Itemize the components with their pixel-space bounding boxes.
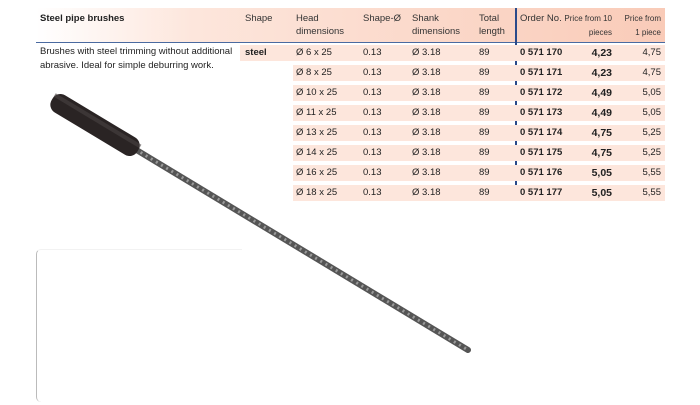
table-row (293, 145, 665, 161)
cell-shape-dia: 0.13 (363, 167, 382, 178)
cell-shank: Ø 3.18 (412, 147, 441, 158)
cell-shank: Ø 3.18 (412, 47, 441, 58)
cell-total: 89 (479, 187, 490, 198)
cell-price1: 5,55 (642, 187, 662, 198)
cell-order: 0 571 175 (520, 147, 563, 158)
cell-head: Ø 14 x 25 (296, 147, 338, 158)
cell-price10: 4,75 (591, 147, 612, 159)
cell-shank: Ø 3.18 (412, 107, 441, 118)
cell-shape-dia: 0.13 (363, 127, 382, 138)
cell-price10: 5,05 (591, 187, 612, 199)
cell-head: Ø 8 x 25 (296, 67, 332, 78)
table-row (293, 185, 665, 201)
cell-shank: Ø 3.18 (412, 67, 441, 78)
cell-price10: 4,23 (591, 67, 612, 79)
cell-price10: 4,49 (591, 107, 612, 119)
cell-total: 89 (479, 47, 490, 58)
cell-total: 89 (479, 87, 490, 98)
header-price1: Price from 1 piece (624, 14, 661, 37)
cell-head: Ø 16 x 25 (296, 167, 338, 178)
cell-shank: Ø 3.18 (412, 127, 441, 138)
table-row (293, 85, 665, 101)
header-order: Order No. (520, 13, 562, 24)
cell-order: 0 571 171 (520, 67, 563, 78)
description: Brushes with steel trimming without addi… (40, 46, 233, 71)
shape-value: steel (245, 47, 267, 58)
header-shank: Shank dimensions (412, 13, 461, 37)
cell-head: Ø 11 x 25 (296, 107, 337, 118)
header-shape-dia: Shape-Ø (363, 13, 402, 24)
cell-price10: 5,05 (591, 167, 612, 179)
cell-head: Ø 13 x 25 (296, 127, 338, 138)
cell-order: 0 571 177 (520, 187, 563, 198)
table-header: Steel pipe brushes Shape Head dimensions… (36, 8, 665, 43)
table-row (293, 125, 665, 141)
cell-total: 89 (479, 127, 490, 138)
cell-shape-dia: 0.13 (363, 87, 382, 98)
cell-order: 0 571 170 (520, 47, 563, 58)
header-shape: Shape (245, 13, 273, 24)
cell-shank: Ø 3.18 (412, 87, 441, 98)
empty-panel (36, 249, 242, 402)
cell-shank: Ø 3.18 (412, 187, 441, 198)
cell-price10: 4,49 (591, 87, 612, 99)
cell-shank: Ø 3.18 (412, 167, 441, 178)
cell-shape-dia: 0.13 (363, 187, 382, 198)
cell-price10: 4,23 (591, 47, 612, 59)
header-price10: Price from 10 pieces (564, 14, 612, 37)
cell-price1: 4,75 (642, 67, 662, 78)
cell-price1: 5,05 (642, 87, 662, 98)
cell-head: Ø 10 x 25 (296, 87, 338, 98)
cell-total: 89 (479, 147, 490, 158)
header-total: Total length (479, 13, 505, 37)
cell-price1: 5,55 (642, 167, 662, 178)
cell-order: 0 571 176 (520, 167, 563, 178)
cell-shape-dia: 0.13 (363, 47, 382, 58)
cell-order: 0 571 174 (520, 127, 563, 138)
cell-price10: 4,75 (591, 127, 612, 139)
page-title: Steel pipe brushes (40, 13, 125, 24)
cell-price1: 5,25 (642, 147, 662, 158)
cell-price1: 5,25 (642, 127, 662, 138)
table-row (293, 165, 665, 181)
shape-cell: steel (240, 45, 293, 61)
cell-shape-dia: 0.13 (363, 147, 382, 158)
cell-head: Ø 6 x 25 (296, 47, 332, 58)
table-row (293, 45, 665, 61)
cell-price1: 5,05 (642, 107, 662, 118)
cell-order: 0 571 173 (520, 107, 563, 118)
divider (515, 8, 517, 200)
table-row (293, 65, 665, 81)
cell-total: 89 (479, 167, 490, 178)
cell-total: 89 (479, 107, 490, 118)
cell-total: 89 (479, 67, 490, 78)
cell-order: 0 571 172 (520, 87, 563, 98)
cell-shape-dia: 0.13 (363, 107, 382, 118)
cell-shape-dia: 0.13 (363, 67, 382, 78)
header-head: Head dimensions (296, 13, 345, 37)
table-row (293, 105, 665, 121)
cell-price1: 4,75 (642, 47, 662, 58)
cell-head: Ø 18 x 25 (296, 187, 338, 198)
